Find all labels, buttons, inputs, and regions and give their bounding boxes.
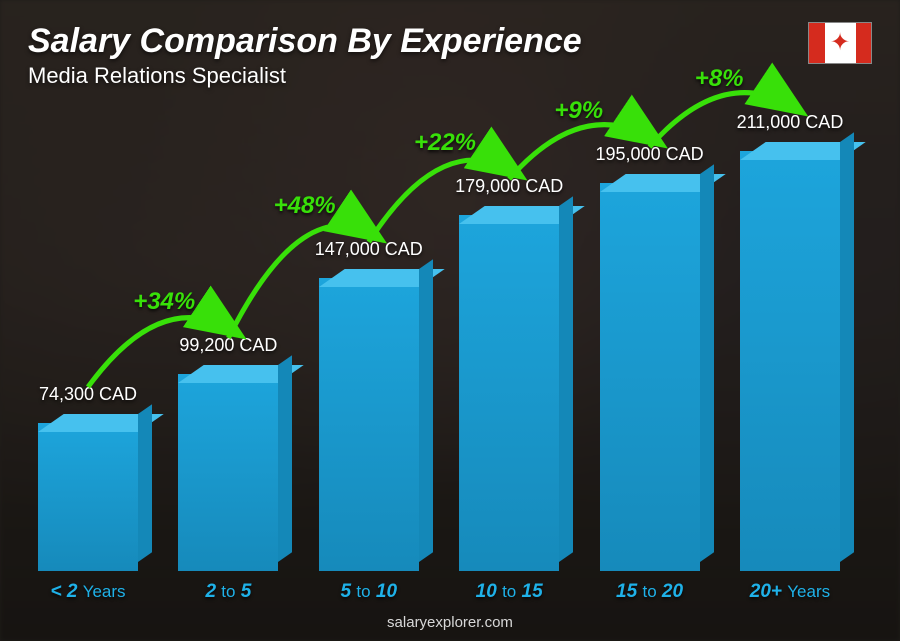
pct-increase-label: +22% [414,129,476,157]
bar-value-label: 211,000 CAD [737,112,844,133]
bar-group: 74,300 CAD [28,100,148,571]
footer-source: salaryexplorer.com [0,614,900,631]
x-axis-label: 2 to 5 [168,581,288,603]
page-title: Salary Comparison By Experience [28,22,872,61]
page-subtitle: Media Relations Specialist [28,63,872,89]
bar-value-label: 147,000 CAD [315,239,423,260]
x-axis-label: 20+ Years [730,581,850,603]
infographic-container: Salary Comparison By Experience Media Re… [0,0,900,641]
maple-leaf-icon: ✦ [830,31,850,55]
pct-increase-label: +8% [695,65,744,93]
x-axis-label: 5 to 10 [309,581,429,603]
bar-group: 99,200 CAD [168,100,288,571]
bar-group: 147,000 CAD [309,100,429,571]
bar-group: 211,000 CAD [730,100,850,571]
bar-group: 195,000 CAD [590,100,710,571]
bar-value-label: 179,000 CAD [455,176,563,197]
bar-value-label: 74,300 CAD [39,384,137,405]
bar [178,374,278,571]
x-axis-labels: < 2 Years 2 to 5 5 to 10 10 to 15 15 to 20 20… [28,581,850,603]
bar-value-label: 99,200 CAD [179,335,277,356]
country-flag-canada: ✦ [808,22,872,64]
x-axis-label: < 2 Years [28,581,148,603]
bar [600,183,700,571]
bar-chart: 74,300 CAD 99,200 CAD 147,000 CAD 179,000 C… [28,100,850,571]
bar [38,423,138,571]
pct-increase-label: +9% [554,97,603,125]
bar [459,215,559,571]
pct-increase-label: +34% [133,288,195,316]
x-axis-label: 15 to 20 [590,581,710,603]
pct-increase-label: +48% [274,192,336,220]
bar [319,278,419,571]
x-axis-label: 10 to 15 [449,581,569,603]
bar-group: 179,000 CAD [449,100,569,571]
bar [740,151,840,571]
bar-value-label: 195,000 CAD [596,144,704,165]
